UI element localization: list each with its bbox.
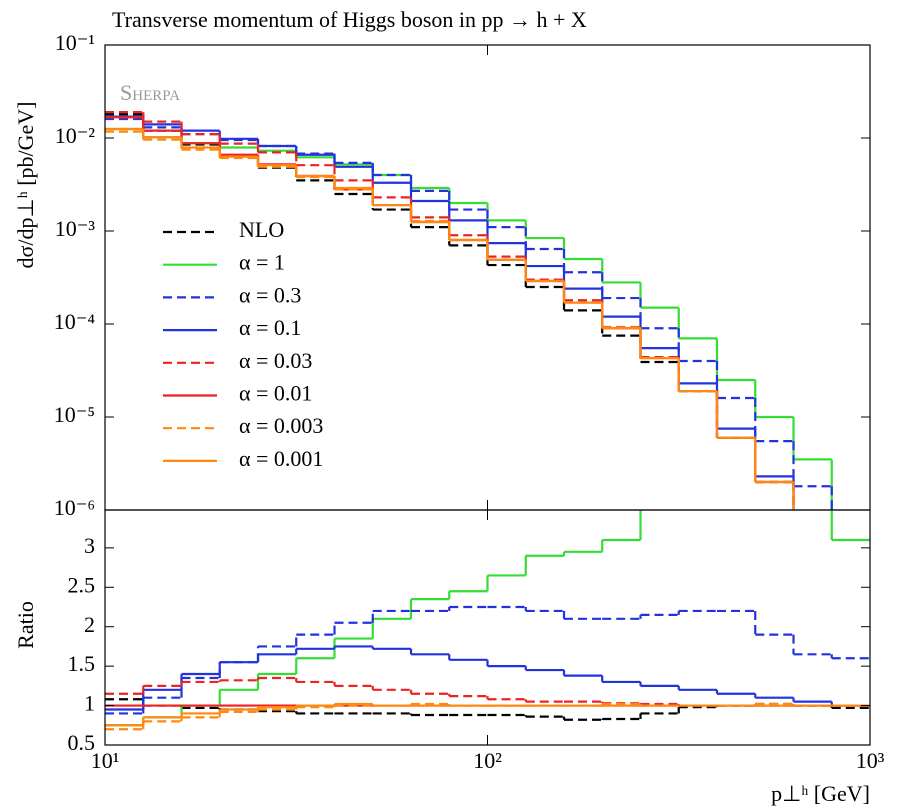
y-tick-label: 0.5 xyxy=(68,730,96,755)
y-tick-label: 10⁻⁶ xyxy=(54,495,95,520)
legend-label: α = 0.03 xyxy=(239,348,312,373)
y-axis-label: dσ/dp⊥ʰ [pb/GeV] xyxy=(13,101,38,268)
x-tick-label: 10³ xyxy=(856,748,885,773)
y-tick-label: 2 xyxy=(84,612,95,637)
legend-label: α = 0.01 xyxy=(239,381,312,406)
y-tick-label: 2.5 xyxy=(68,572,96,597)
y-tick-label: 3 xyxy=(84,533,95,558)
y-tick-label: 10⁻⁴ xyxy=(54,309,96,334)
y-tick-label: 10⁻⁵ xyxy=(54,402,95,427)
legend-label: α = 0.1 xyxy=(239,315,301,340)
legend-label: α = 1 xyxy=(239,250,285,275)
x-tick-label: 10² xyxy=(473,748,502,773)
plot-area xyxy=(105,110,833,510)
y-axis-label: Ratio xyxy=(13,601,38,649)
annotation: Sherpa xyxy=(120,80,180,105)
x-axis-label: p⊥ʰ [GeV] xyxy=(771,781,870,806)
legend-label: NLO xyxy=(239,217,284,242)
y-tick-label: 10⁻³ xyxy=(55,216,96,241)
plot-area xyxy=(105,510,870,731)
legend-label: α = 0.001 xyxy=(239,446,323,471)
y-tick-label: 1 xyxy=(84,691,95,716)
chart-title: Transverse momentum of Higgs boson in pp… xyxy=(112,7,587,32)
y-tick-label: 10⁻² xyxy=(55,123,96,148)
y-tick-label: 10⁻¹ xyxy=(55,30,95,55)
legend-label: α = 0.3 xyxy=(239,282,301,307)
y-tick-label: 1.5 xyxy=(68,651,96,676)
x-tick-label: 10¹ xyxy=(91,748,120,773)
legend-label: α = 0.003 xyxy=(239,413,323,438)
